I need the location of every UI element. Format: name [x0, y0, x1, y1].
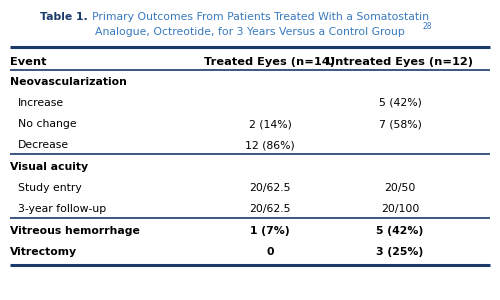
Text: 7 (58%): 7 (58%) [378, 119, 422, 129]
Text: Decrease: Decrease [18, 140, 68, 151]
Text: 3-year follow-up: 3-year follow-up [18, 204, 106, 214]
Text: Vitrectomy: Vitrectomy [10, 247, 77, 257]
Text: No change: No change [18, 119, 76, 129]
Text: 5 (42%): 5 (42%) [376, 226, 424, 236]
Text: Increase: Increase [18, 98, 64, 108]
Text: Study entry: Study entry [18, 183, 81, 193]
Text: 20/100: 20/100 [381, 204, 419, 214]
Text: Neovascularization: Neovascularization [10, 76, 127, 87]
Text: 5 (42%): 5 (42%) [378, 98, 422, 108]
Text: 12 (86%): 12 (86%) [245, 140, 295, 151]
Text: 0: 0 [266, 247, 274, 257]
Text: 1 (7%): 1 (7%) [250, 226, 290, 236]
Text: Primary Outcomes From Patients Treated With a Somatostatin: Primary Outcomes From Patients Treated W… [92, 12, 429, 22]
Text: Untreated Eyes (n=12): Untreated Eyes (n=12) [326, 57, 474, 67]
Text: Event: Event [10, 57, 46, 67]
Text: 3 (25%): 3 (25%) [376, 247, 424, 257]
Text: Visual acuity: Visual acuity [10, 162, 88, 172]
Text: 28: 28 [422, 22, 432, 31]
Text: Analogue, Octreotide, for 3 Years Versus a Control Group: Analogue, Octreotide, for 3 Years Versus… [95, 27, 405, 37]
Text: 20/62.5: 20/62.5 [249, 204, 291, 214]
Text: 20/62.5: 20/62.5 [249, 183, 291, 193]
Text: 2 (14%): 2 (14%) [248, 119, 292, 129]
Text: 20/50: 20/50 [384, 183, 416, 193]
Text: Treated Eyes (n=14): Treated Eyes (n=14) [204, 57, 336, 67]
Text: Vitreous hemorrhage: Vitreous hemorrhage [10, 226, 140, 236]
Text: Table 1.: Table 1. [40, 12, 88, 22]
